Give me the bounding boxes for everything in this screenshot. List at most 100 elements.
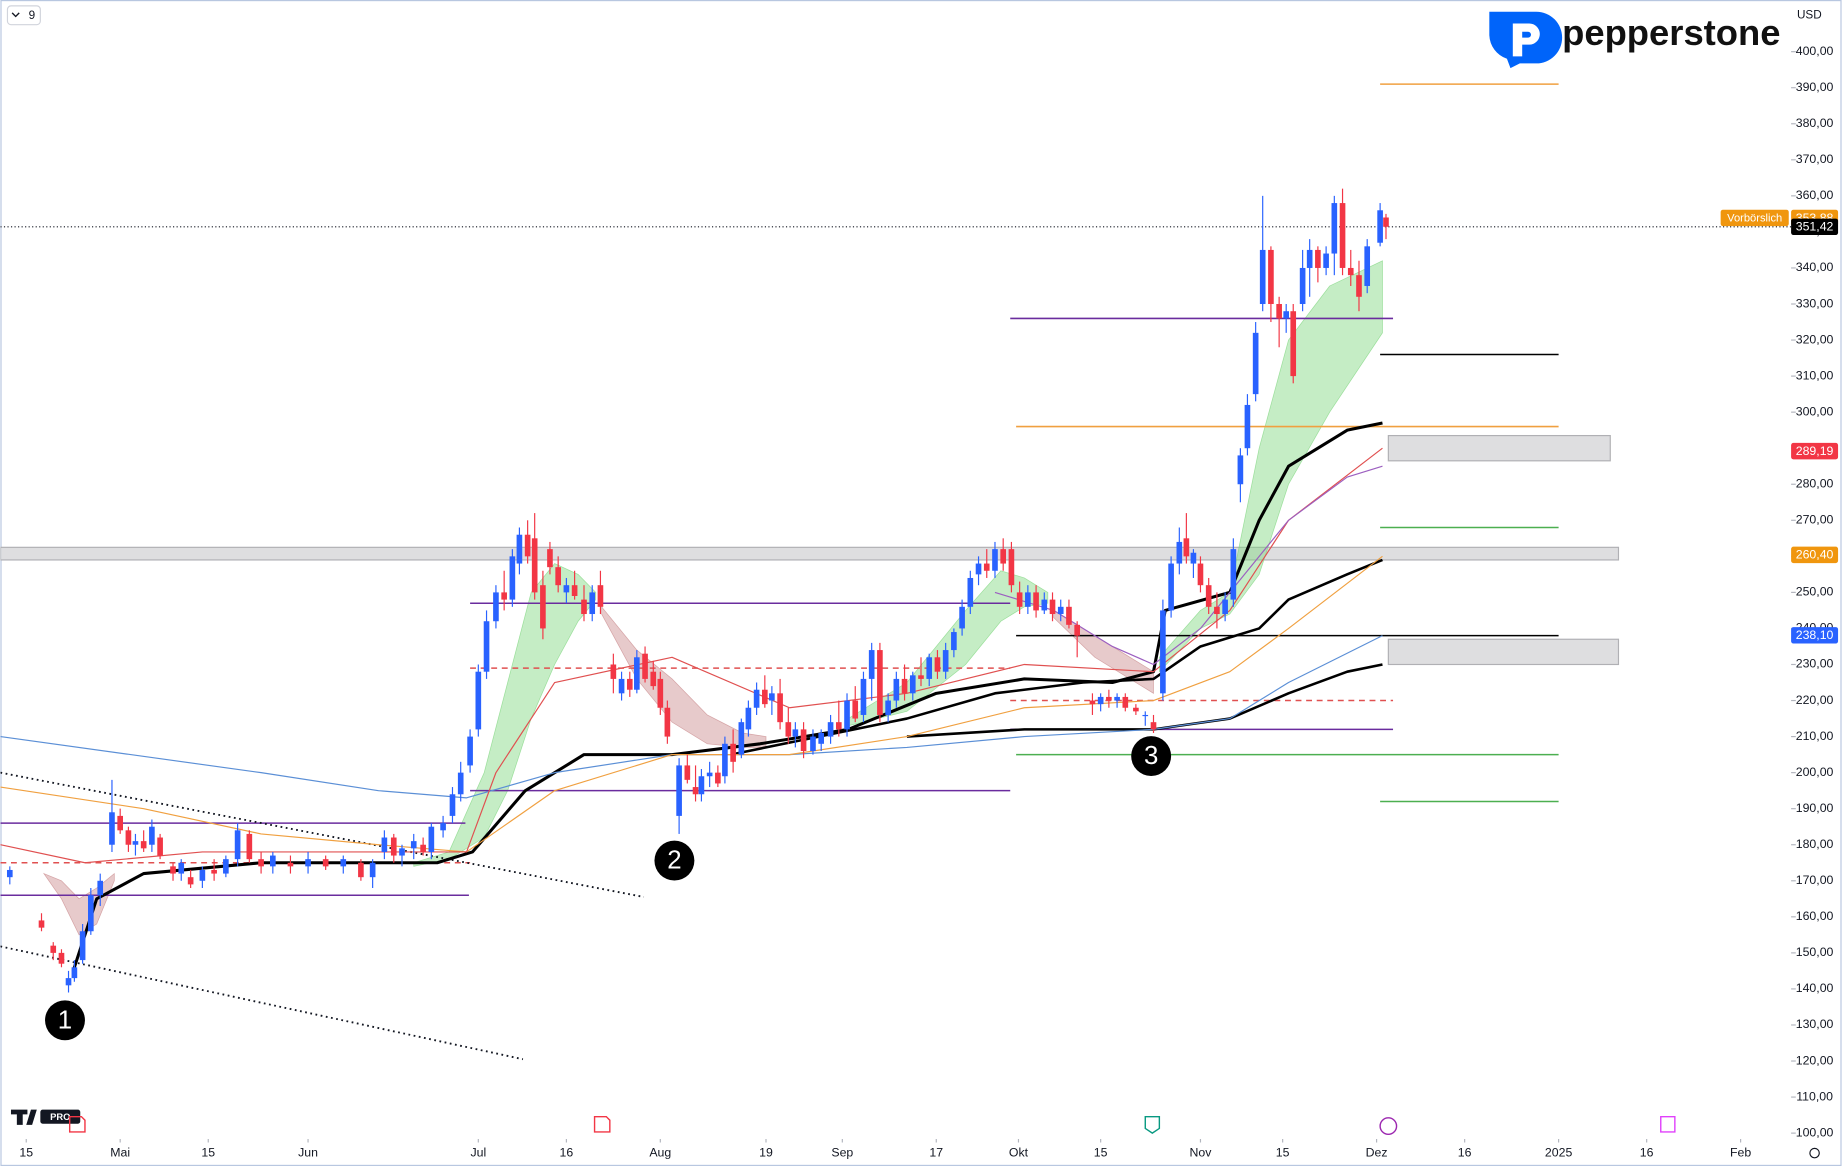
candle-body bbox=[1000, 549, 1007, 564]
candle-body bbox=[1222, 599, 1228, 615]
candle-body bbox=[1150, 722, 1157, 730]
timeframe-label: 9 bbox=[29, 9, 36, 22]
annotation-label: 3 bbox=[1144, 742, 1158, 770]
zone bbox=[0, 546, 1620, 561]
candle-body bbox=[1057, 606, 1064, 615]
candle-body bbox=[1041, 599, 1048, 611]
candle-body bbox=[493, 592, 499, 622]
x-tick-label: 16 bbox=[1458, 1145, 1472, 1159]
candle-body bbox=[885, 700, 891, 715]
y-tick-label: 110,00 bbox=[1796, 1089, 1833, 1103]
candle-body bbox=[211, 869, 217, 874]
annotation-label: 1 bbox=[58, 1006, 72, 1034]
y-tick-label: 170,00 bbox=[1796, 873, 1834, 887]
candle-body bbox=[1306, 249, 1313, 268]
candle-body bbox=[555, 567, 561, 586]
candle-body bbox=[540, 585, 546, 629]
candle-body bbox=[1049, 599, 1056, 615]
cloud bbox=[42, 872, 115, 936]
event-icons bbox=[68, 1115, 1676, 1136]
candle-body bbox=[1114, 696, 1120, 701]
candle-body bbox=[509, 556, 516, 600]
candle-body bbox=[618, 678, 625, 694]
tv-pro: PRO bbox=[50, 1111, 70, 1122]
candle-body bbox=[610, 664, 617, 679]
candle-body bbox=[1383, 217, 1389, 227]
candle-body bbox=[1089, 700, 1096, 705]
candle-body bbox=[1205, 585, 1212, 607]
cloud bbox=[847, 570, 1049, 727]
candle-body bbox=[467, 736, 473, 766]
candle-body bbox=[698, 776, 705, 795]
annotation-label: 2 bbox=[667, 847, 681, 875]
price-label: 260,40 bbox=[1796, 548, 1834, 562]
candle-body bbox=[676, 765, 682, 816]
y-tick-label: 210,00 bbox=[1796, 729, 1834, 743]
candle-body bbox=[149, 826, 155, 845]
trendline bbox=[0, 945, 524, 1061]
x-tick-label: 15 bbox=[201, 1145, 215, 1159]
candle-body bbox=[992, 549, 998, 571]
x-tick-label: Sep bbox=[831, 1145, 853, 1159]
trendline bbox=[0, 771, 645, 898]
logo-p bbox=[1512, 23, 1540, 57]
y-tick-label: 250,00 bbox=[1796, 585, 1834, 599]
indicator-line bbox=[730, 558, 1383, 756]
candle-body bbox=[730, 743, 736, 762]
candle-body bbox=[934, 657, 941, 672]
candle-body bbox=[79, 931, 86, 961]
candle-body bbox=[483, 621, 490, 672]
candle-body bbox=[983, 563, 990, 571]
candle-body bbox=[1016, 592, 1023, 607]
cloud bbox=[1159, 260, 1383, 673]
currency-label[interactable]: USD bbox=[1797, 8, 1822, 21]
candle-body bbox=[650, 671, 657, 687]
plot-area: 1 2 3 bbox=[0, 83, 1792, 1061]
candle-body bbox=[860, 678, 867, 715]
y-tick-label: 220,00 bbox=[1796, 693, 1834, 707]
candle-body bbox=[1183, 538, 1190, 557]
candle-body bbox=[762, 689, 768, 705]
timeframe-button[interactable] bbox=[6, 5, 41, 26]
candle-body bbox=[835, 722, 842, 730]
candle-body bbox=[501, 592, 507, 600]
candle-body bbox=[1323, 253, 1329, 268]
candle-body bbox=[117, 815, 124, 831]
candle-body bbox=[234, 830, 241, 860]
candle-body bbox=[97, 880, 104, 896]
candle-body bbox=[71, 967, 78, 979]
x-tick-label: Aug bbox=[649, 1145, 671, 1159]
x-tick-label: Dez bbox=[1366, 1145, 1388, 1159]
price-label-box bbox=[1791, 546, 1839, 564]
annotation-marker bbox=[45, 1000, 85, 1041]
x-tick-label: 19 bbox=[759, 1145, 773, 1159]
candle-body bbox=[738, 722, 745, 755]
candle-body bbox=[88, 895, 94, 932]
candle-body bbox=[1268, 249, 1274, 305]
candle-body bbox=[800, 729, 807, 752]
candle-body bbox=[440, 823, 446, 831]
price-caption: Vorbörslich bbox=[1727, 212, 1782, 224]
price-label-box bbox=[1791, 442, 1839, 460]
x-tick-label: Okt bbox=[1009, 1145, 1029, 1159]
candle-body bbox=[753, 689, 760, 708]
candle-body bbox=[664, 707, 671, 737]
candle-body bbox=[715, 772, 721, 784]
x-tick-label: Feb bbox=[1730, 1145, 1751, 1159]
candle-body bbox=[1074, 624, 1080, 636]
candle-body bbox=[810, 736, 816, 752]
candle-body bbox=[1168, 563, 1174, 611]
candle-body bbox=[951, 632, 957, 651]
price-label-box bbox=[1791, 627, 1839, 644]
candle-body bbox=[516, 534, 523, 564]
annotation-marker bbox=[654, 840, 695, 881]
settings-icon[interactable] bbox=[1809, 1147, 1820, 1159]
candle-body bbox=[909, 675, 916, 694]
candle-body bbox=[657, 678, 664, 708]
candle-body bbox=[358, 862, 364, 878]
candle-body bbox=[901, 678, 908, 694]
candle-body bbox=[571, 585, 578, 596]
y-tick-label: 120,00 bbox=[1796, 1053, 1834, 1067]
